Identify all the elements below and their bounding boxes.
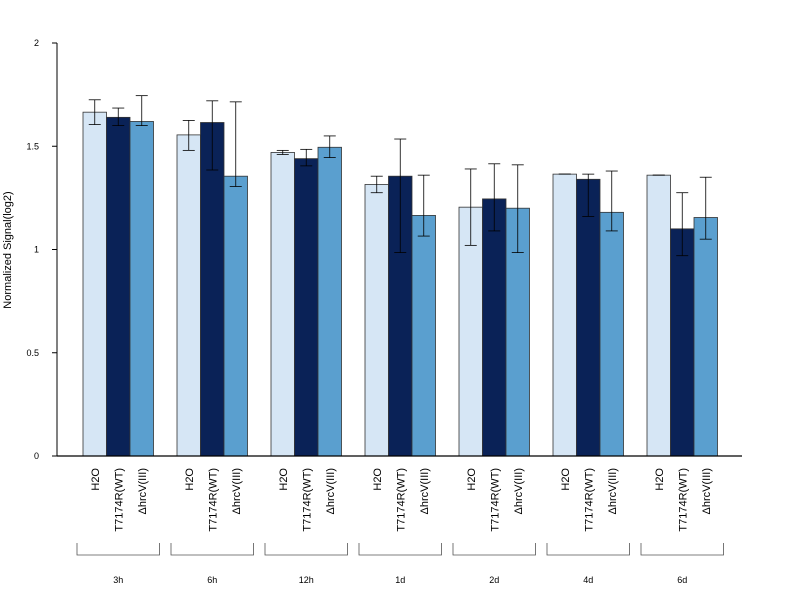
bar	[82, 111, 107, 457]
bar-label: ΔhrcV(III)	[419, 468, 431, 514]
bar	[106, 116, 131, 457]
bar-label: ΔhrcV(III)	[231, 468, 243, 514]
bar	[129, 121, 154, 457]
bar-label: ΔhrcV(III)	[701, 468, 713, 514]
group-label: 6h	[207, 575, 217, 585]
bar	[576, 178, 601, 457]
group-label: 4d	[583, 575, 593, 585]
bar	[482, 198, 507, 457]
group-bracket	[76, 543, 160, 556]
group-label: 3h	[113, 575, 123, 585]
group-brackets-layer: 3h 6h 12h 1d 2d 4d 6d	[76, 543, 724, 585]
y-tick-label: 0.5	[26, 348, 39, 358]
group-bracket	[264, 543, 348, 556]
y-axis-title: Normalized Signal(log2)	[2, 191, 14, 308]
bar-label: ΔhrcV(III)	[513, 468, 525, 514]
group-bracket	[358, 543, 442, 556]
bar-label: ΔhrcV(III)	[137, 468, 149, 514]
bar-label: T7174R(WT)	[113, 468, 125, 532]
bar-label: ΔhrcV(III)	[607, 468, 619, 514]
bar	[364, 184, 389, 457]
bar-label: H2O	[90, 468, 102, 491]
bar	[670, 228, 695, 457]
bar	[176, 134, 201, 457]
group-label: 12h	[299, 575, 314, 585]
bar-label: ΔhrcV(III)	[325, 468, 337, 514]
bar-label: H2O	[278, 468, 290, 491]
bar-label: H2O	[654, 468, 666, 491]
bar-label: H2O	[560, 468, 572, 491]
bar	[693, 217, 718, 457]
bar-label: T7174R(WT)	[677, 468, 689, 532]
bar-label: H2O	[466, 468, 478, 491]
bar-label: T7174R(WT)	[395, 468, 407, 532]
bar	[599, 211, 624, 457]
group-label: 2d	[489, 575, 499, 585]
bar	[200, 122, 225, 457]
y-tick-label: 1	[34, 245, 39, 255]
group-label: 1d	[395, 575, 405, 585]
bar	[270, 152, 295, 457]
bar	[646, 174, 671, 457]
bar	[223, 175, 248, 457]
bar-label: T7174R(WT)	[489, 468, 501, 532]
bar	[294, 158, 319, 457]
group-bracket	[640, 543, 724, 556]
error-bars-layer	[88, 95, 712, 257]
bar-label: T7174R(WT)	[301, 468, 313, 532]
group-bracket	[452, 543, 536, 556]
bar-label: T7174R(WT)	[583, 468, 595, 532]
bar	[411, 215, 436, 457]
group-label: 6d	[677, 575, 687, 585]
y-tick-label: 1.5	[26, 141, 39, 151]
group-bracket	[170, 543, 254, 556]
bar-label: H2O	[184, 468, 196, 491]
bar-label: T7174R(WT)	[207, 468, 219, 532]
bar-labels-layer: H2O T7174R(WT) ΔhrcV(III) H2O T7174R(WT) Δhrc…	[90, 468, 713, 532]
bar	[317, 146, 342, 457]
y-tick-label: 2	[34, 38, 39, 48]
y-tick-label: 0	[34, 451, 39, 461]
bar	[552, 173, 577, 457]
bar-label: H2O	[372, 468, 384, 491]
group-bracket	[546, 543, 630, 556]
bars-layer	[82, 111, 718, 457]
y-axis: 0 0.5 1 1.5 2	[26, 38, 58, 461]
